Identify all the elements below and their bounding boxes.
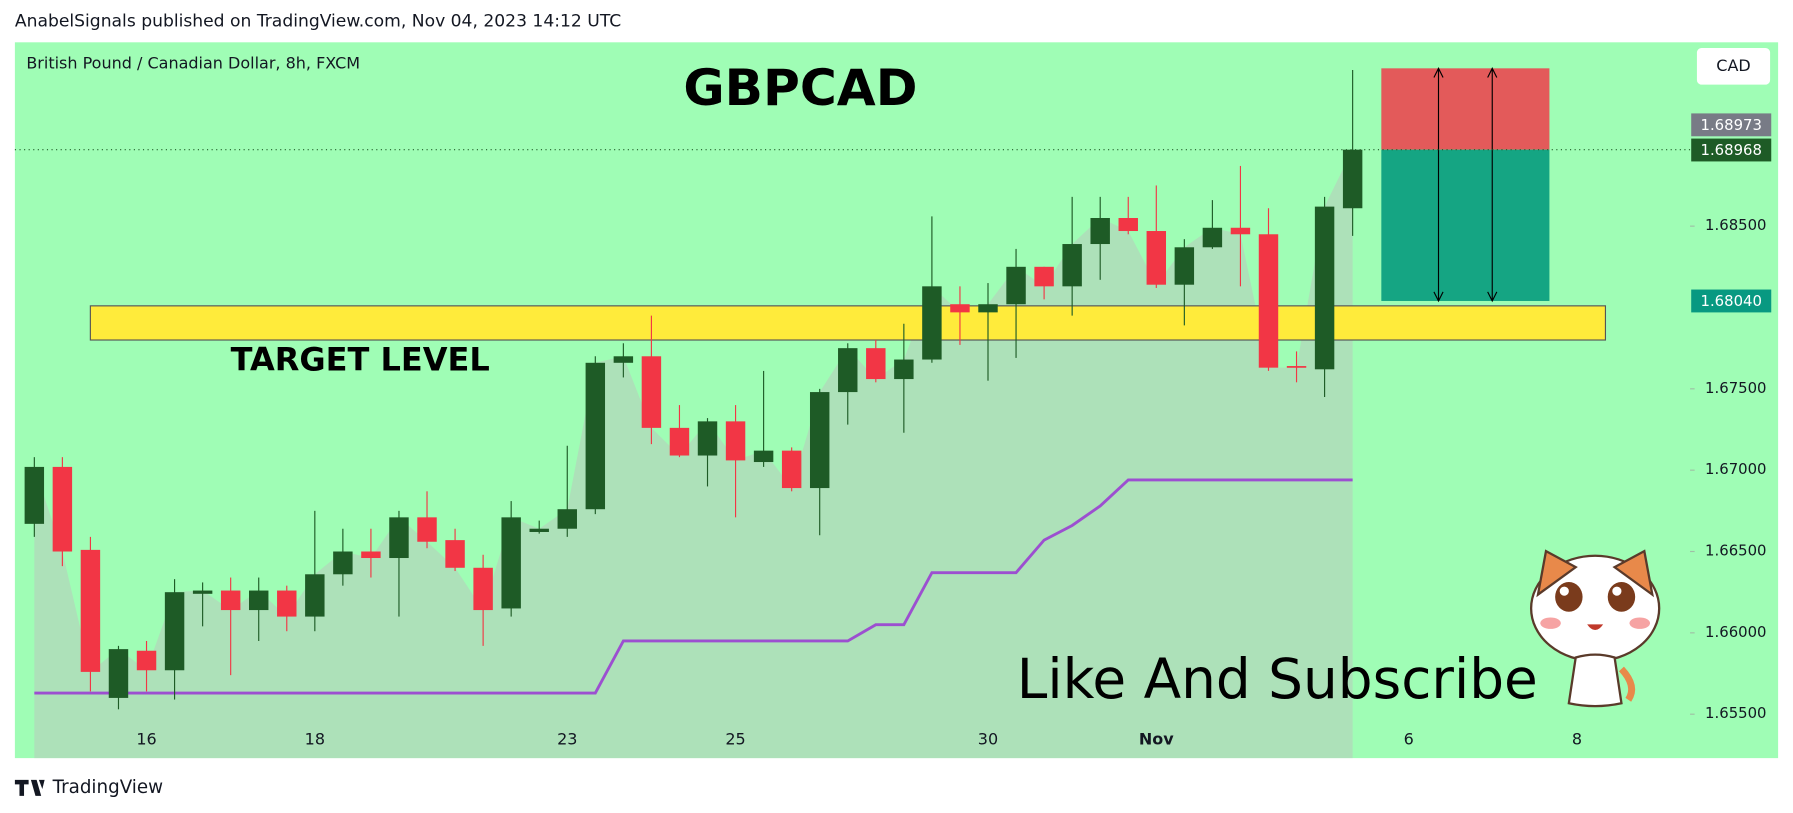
candle-body (80, 549, 101, 672)
currency-button-label[interactable]: CAD (1716, 56, 1750, 75)
y-tick-label: 1.67000 (1705, 460, 1766, 478)
candle-body (585, 362, 606, 510)
candle-body (809, 392, 830, 489)
candle-body (192, 590, 213, 594)
zone-label: TARGET LEVEL (231, 341, 490, 379)
candle-body (220, 590, 241, 611)
target-zone (89, 305, 1607, 341)
price-label: 1.68973 (1700, 116, 1761, 134)
candle-body (613, 356, 634, 363)
annotation: Like And Subscribe (1017, 647, 1538, 711)
candle-body (164, 592, 185, 671)
candle-body (1258, 234, 1279, 368)
candle-body (529, 528, 549, 532)
measure-arrow (1433, 67, 1444, 303)
x-tick-label: 18 (305, 729, 325, 748)
currency-button[interactable] (1696, 48, 1771, 85)
candle-body (950, 304, 970, 313)
x-tick-label: 6 (1404, 729, 1414, 748)
y-tick-label: 1.65500 (1705, 704, 1766, 722)
price-label-box (1691, 113, 1772, 137)
plot-area (14, 67, 1691, 759)
candle-body (669, 427, 690, 456)
cat-sticker (1529, 549, 1661, 708)
y-tick-label: 1.66000 (1705, 623, 1766, 641)
candle-body (894, 359, 914, 380)
y-tick-label: 1.68500 (1705, 216, 1766, 234)
candle-body (1034, 266, 1054, 287)
candle-body (305, 574, 325, 617)
candle-body (1006, 266, 1026, 305)
candle-body (333, 551, 353, 575)
candle-body (24, 466, 45, 524)
candle-body (838, 348, 858, 393)
candle-body (1202, 227, 1223, 248)
candle-body (1090, 218, 1110, 245)
footer-brand: TradingView (52, 777, 164, 798)
candle-body (1230, 227, 1251, 235)
candle-body (697, 421, 718, 456)
y-tick-label: 1.67500 (1705, 379, 1766, 397)
position-target (1381, 149, 1550, 301)
chart-title: GBPCAD (683, 58, 917, 117)
candle-body (1286, 366, 1307, 368)
candle-body (361, 551, 381, 559)
candle-body (725, 421, 746, 461)
price-label: 1.68968 (1700, 141, 1761, 159)
x-tick-label: Nov (1139, 729, 1174, 748)
measure-arrow (1487, 67, 1498, 303)
candle-body (52, 466, 73, 552)
candle-body (753, 450, 774, 463)
price-label-box (1691, 289, 1772, 313)
candle-body (1146, 231, 1167, 285)
x-tick-label: 30 (978, 729, 998, 748)
candle-body (557, 509, 577, 529)
candle-body (1062, 244, 1082, 287)
candle-body (277, 590, 297, 617)
candle-body (473, 567, 493, 611)
candle-body (781, 450, 802, 489)
publisher-line: AnabelSignals published on TradingView.c… (15, 12, 621, 32)
candle-body (249, 590, 269, 611)
x-tick-label: 16 (136, 729, 156, 748)
candle-body (978, 304, 998, 313)
y-tick-label: 1.66500 (1705, 542, 1766, 560)
candle-body (922, 286, 942, 360)
candle-body (1118, 218, 1138, 232)
price-label: 1.68040 (1700, 292, 1761, 310)
trail-line (34, 478, 1353, 695)
candle-body (1174, 247, 1195, 285)
position-stop (1381, 68, 1550, 150)
price-label-box (1691, 138, 1772, 162)
x-tick-label: 25 (725, 729, 745, 748)
candle-body (136, 650, 157, 671)
candle-body (417, 517, 437, 542)
candle-body (1314, 206, 1335, 370)
candle-body (1342, 149, 1363, 209)
symbol-label: British Pound / Canadian Dollar, 8h, FXC… (26, 54, 360, 73)
candle-body (108, 649, 129, 698)
x-tick-label: 23 (557, 729, 577, 748)
candle-body (389, 517, 409, 559)
candle-body (641, 356, 662, 428)
candle-body (501, 517, 521, 609)
candle-body (445, 540, 465, 568)
candle-body (866, 348, 886, 380)
x-tick-label: 8 (1572, 729, 1582, 748)
footer: TradingView (14, 777, 164, 798)
